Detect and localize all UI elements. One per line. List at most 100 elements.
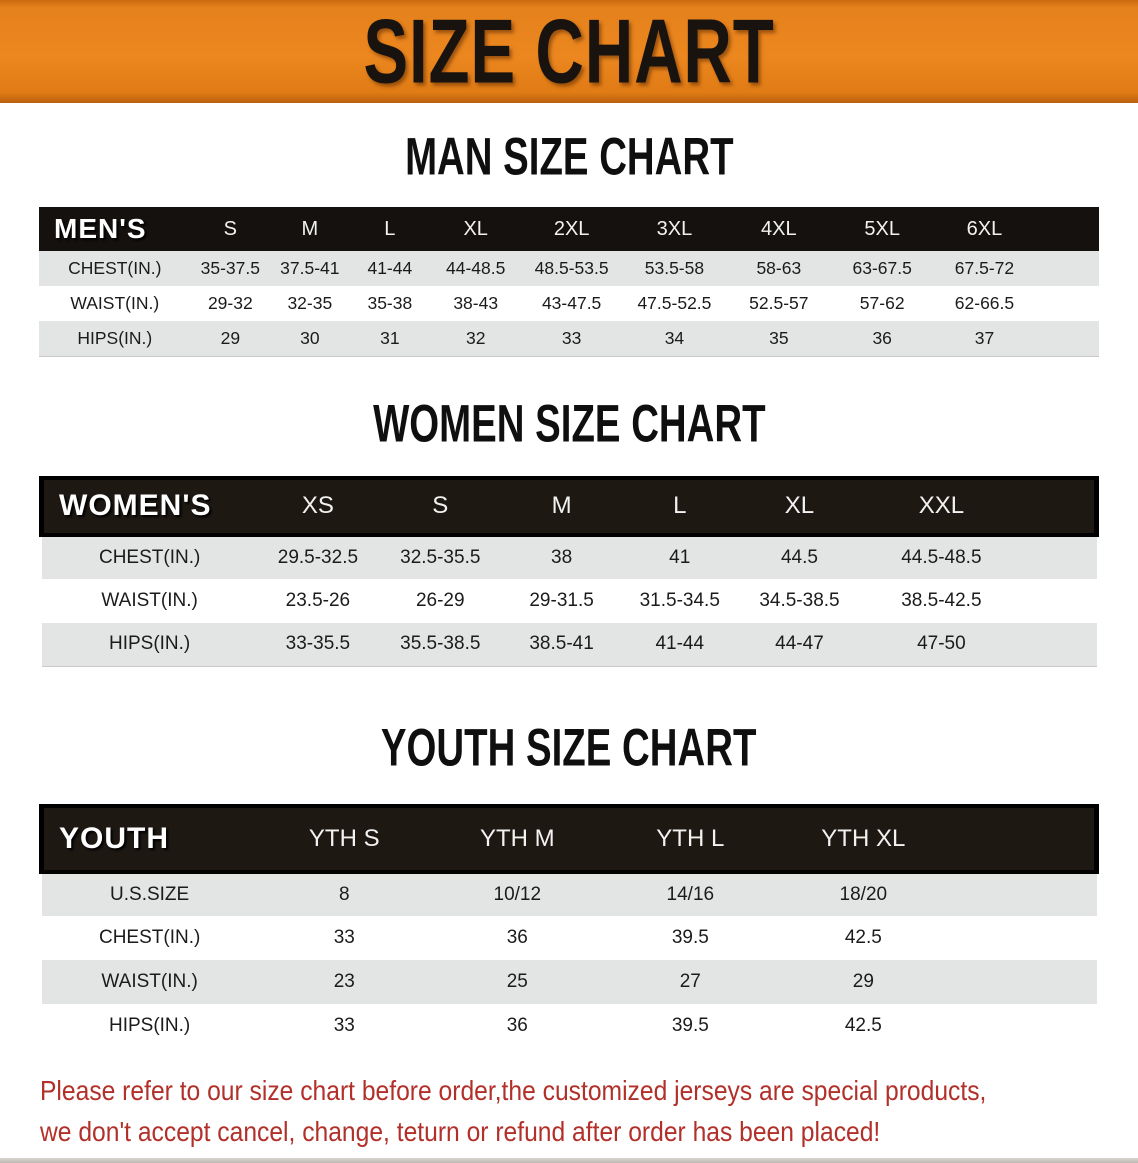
size-column-header: YTH XL (776, 804, 950, 874)
measurement-row: U.S.SIZE 8 10/12 14/16 18/20 (41, 872, 1097, 916)
men-size-table: MEN'S S M L XL 2XL 3XL 4XL 5XL 6XL CHEST(IN.) 35-37… (39, 207, 1099, 357)
measurement-row: HIPS(IN.) 29 30 31 32 33 34 35 36 37 (39, 321, 1099, 357)
row-spacer (950, 872, 1097, 916)
size-value: 10/12 (493, 884, 542, 905)
measurement-label: WAIST(IN.) (101, 589, 198, 611)
women-size-table: WOMEN'S XS S M L XL XXL CHEST(IN.) 29.5-32.5 32.5… (38, 475, 1099, 667)
size-value: 36 (506, 1015, 528, 1036)
size-value: 44-47 (738, 622, 861, 667)
size-value: 8 (338, 884, 350, 905)
size-value: 42.5 (844, 927, 882, 948)
measurement-label: CHEST(IN.) (98, 927, 201, 948)
measurement-label: CHEST(IN.) (98, 546, 201, 568)
size-value: 41-44 (620, 622, 739, 667)
size-value: 52.5-57 (749, 293, 809, 313)
size-value: 23 (333, 971, 355, 992)
measurement-row: HIPS(IN.) 33 36 39.5 42.5 (41, 1004, 1097, 1048)
size-group-label: MEN'S (54, 213, 147, 244)
table-header-row: WOMEN'S XS S M L XL XXL (38, 475, 1099, 537)
size-value: 37.5-41 (280, 258, 340, 278)
size-value: 32 (430, 321, 522, 357)
table-header-row: YOUTH YTH S YTH M YTH L YTH XL (38, 804, 1099, 874)
measurement-row: WAIST(IN.) 23 25 27 29 (41, 960, 1097, 1004)
footer-note: Please refer to our size chart before or… (0, 1070, 1138, 1152)
size-column-header: L (620, 475, 739, 537)
size-value: 44-48.5 (446, 258, 506, 278)
size-value: 43-47.5 (541, 293, 602, 313)
size-column-header: XL (738, 475, 861, 537)
size-value: 35-37.5 (200, 258, 260, 278)
size-column-header: 2XL (553, 217, 590, 240)
size-value: 63-67.5 (852, 258, 912, 278)
size-column-header: S (378, 475, 503, 537)
row-spacer (1035, 251, 1099, 286)
bottom-edge-strip (0, 1158, 1138, 1163)
heading-man-size-chart-text: MAN SIZE CHART (404, 128, 734, 187)
row-spacer (1022, 622, 1097, 667)
size-value: 38-43 (453, 293, 499, 313)
size-value: 23.5-26 (285, 589, 351, 611)
size-column-header: XS (257, 475, 379, 537)
row-spacer (1023, 535, 1097, 579)
size-column-header: XL (463, 217, 488, 240)
size-column-header: YTH S (257, 804, 431, 874)
size-value: 48.5-53.5 (534, 258, 609, 278)
size-value: 35-38 (367, 293, 413, 313)
size-column-header: 5XL (864, 217, 900, 240)
size-value: 36 (506, 927, 528, 948)
size-column-header: YTH M (430, 804, 604, 874)
size-value: 33 (521, 321, 622, 357)
size-value: 29 (190, 321, 271, 357)
size-value: 67.5-72 (954, 258, 1015, 278)
youth-size-table: YOUTH YTH S YTH M YTH L YTH XL U.S.SIZE 8 10/12… (38, 804, 1099, 1048)
size-column-header: S (223, 217, 237, 240)
size-value: 31 (349, 321, 431, 357)
size-value: 33 (333, 927, 355, 948)
size-value: 42.5 (844, 1015, 882, 1036)
size-column-header: L (384, 217, 396, 240)
size-value: 35.5-38.5 (378, 622, 503, 667)
header-spacer (1035, 207, 1099, 251)
measurement-row: CHEST(IN.) 33 36 39.5 42.5 (41, 916, 1097, 960)
size-value: 14/16 (666, 884, 715, 905)
size-group-label: YOUTH (38, 804, 258, 874)
size-value: 29-31.5 (529, 589, 594, 611)
size-value: 47-50 (860, 622, 1023, 667)
size-column-header: XXL (860, 475, 1023, 537)
size-value: 25 (506, 971, 528, 992)
measurement-label: WAIST(IN.) (101, 971, 198, 992)
size-column-header: M (502, 475, 621, 537)
measurement-row: HIPS(IN.) 33-35.5 35.5-38.5 38.5-41 41-44 44-… (41, 622, 1097, 667)
heading-youth-size-chart: YOUTH SIZE CHART (0, 719, 1138, 777)
size-value: 31.5-34.5 (639, 589, 720, 611)
size-column-header: YTH L (603, 804, 777, 874)
size-value: 41 (669, 546, 691, 568)
size-value: 37 (933, 321, 1036, 357)
measurement-label: HIPS(IN.) (39, 321, 191, 357)
table-header-row: MEN'S S M L XL 2XL 3XL 4XL 5XL 6XL (39, 207, 1099, 251)
size-value: 47.5-52.5 (637, 293, 712, 313)
size-column-header: 6XL (966, 217, 1003, 240)
measurement-label: HIPS(IN.) (108, 1015, 191, 1036)
size-value: 26-29 (415, 589, 465, 611)
size-value: 32.5-35.5 (400, 546, 481, 568)
size-value: 36 (830, 321, 934, 357)
size-value: 35 (726, 321, 831, 357)
size-value: 38.5-41 (502, 622, 621, 667)
size-chart-banner: SIZE CHART (0, 0, 1138, 103)
size-value: 39.5 (671, 927, 709, 948)
size-value: 29 (852, 971, 874, 992)
measurement-row: CHEST(IN.) 35-37.5 37.5-41 41-44 44-48.5 48.5… (39, 251, 1099, 286)
row-spacer (1023, 579, 1097, 623)
row-spacer (1035, 321, 1099, 357)
size-value: 34 (621, 321, 727, 357)
measurement-row: WAIST(IN.) 23.5-26 26-29 29-31.5 31.5-34.5 34… (41, 578, 1097, 623)
size-value: 41-44 (367, 258, 413, 278)
row-spacer (950, 1004, 1097, 1048)
heading-man-size-chart: MAN SIZE CHART (0, 128, 1138, 187)
row-spacer (1035, 286, 1099, 321)
size-value: 33-35.5 (257, 622, 379, 667)
size-group-label: WOMEN'S (38, 475, 258, 537)
measurement-label: HIPS(IN.) (41, 622, 258, 667)
measurement-label: U.S.SIZE (110, 884, 190, 905)
